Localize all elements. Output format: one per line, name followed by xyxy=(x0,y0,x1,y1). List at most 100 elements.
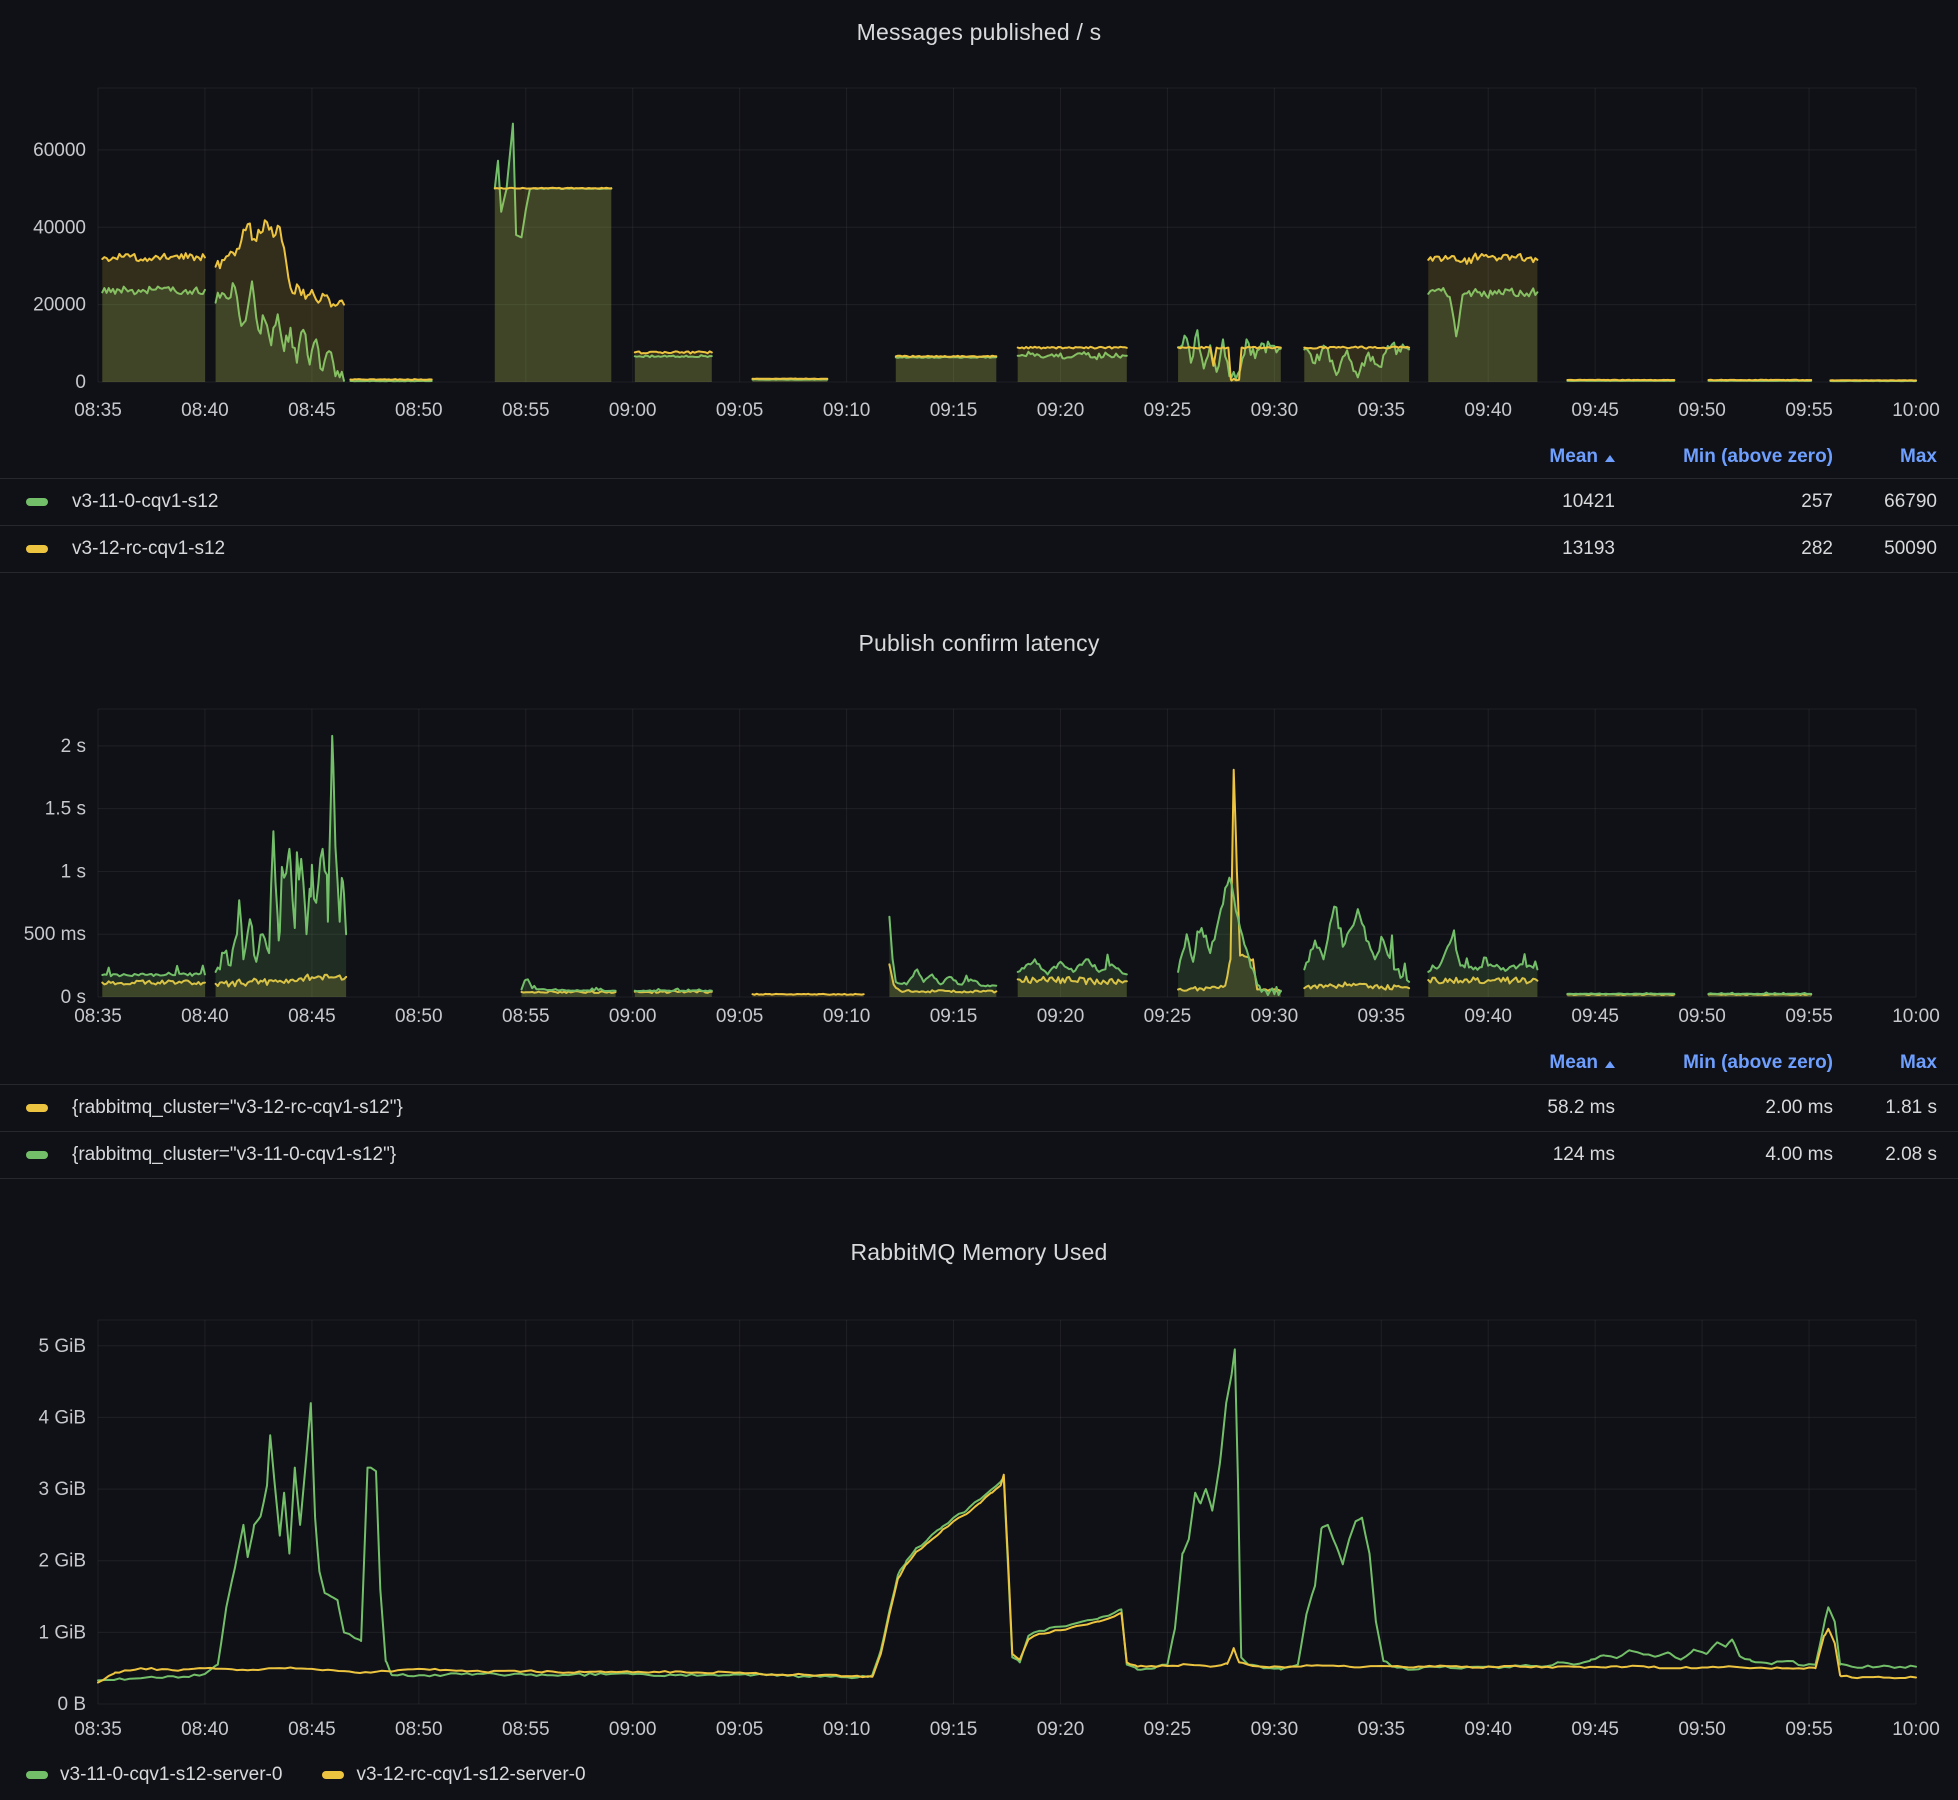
x-tick-label: 09:20 xyxy=(1037,1719,1085,1740)
y-tick-label: 0 s xyxy=(61,987,86,1008)
series-line xyxy=(633,987,713,993)
x-tick-label: 08:40 xyxy=(181,400,229,421)
series-area xyxy=(215,220,344,382)
x-tick-label: 08:35 xyxy=(74,400,122,421)
panel-1: Publish confirm latency 08:35 08:40 08:45 08… xyxy=(0,611,1958,1179)
y-tick-label: 0 xyxy=(75,372,86,393)
series-line xyxy=(97,1473,1917,1684)
series-line xyxy=(1427,287,1539,338)
sort-caret-up-icon xyxy=(1605,455,1615,462)
series-area xyxy=(1428,288,1538,382)
x-tick-label: 08:35 xyxy=(74,1006,122,1027)
x-tick-label: 08:45 xyxy=(288,1719,336,1740)
sort-header-mean[interactable]: Mean xyxy=(1455,446,1615,468)
legend-series-name: v3-11-0-cqv1-s12-server-0 xyxy=(60,1764,283,1785)
series-color-swatch xyxy=(26,1104,48,1112)
legend-item[interactable]: v3-11-0-cqv1-s12-server-0 xyxy=(26,1764,282,1786)
x-tick-label: 09:05 xyxy=(716,1719,764,1740)
time-series-plot[interactable]: 08:35 08:40 08:45 08:50 08:55 09:00 09:05 09:10… xyxy=(0,64,1958,436)
y-tick-label: 20000 xyxy=(33,295,86,316)
legend-list: v3-11-0-cqv1-s12-server-0 v3-12-rc-cqv1-s… xyxy=(0,1754,1958,1796)
series-line xyxy=(1427,929,1539,973)
x-tick-label: 08:45 xyxy=(288,1006,336,1027)
series-line xyxy=(1303,981,1411,991)
legend-row-label-cell: {rabbitmq_cluster="v3-11-0-cqv1-s12"} xyxy=(0,1144,1455,1166)
sort-header-max[interactable]: Max xyxy=(1833,446,1937,468)
x-tick-label: 09:30 xyxy=(1251,1006,1299,1027)
series-color-swatch xyxy=(26,545,48,553)
x-tick-label: 09:35 xyxy=(1358,1006,1406,1027)
y-tick-label: 5 GiB xyxy=(38,1336,86,1357)
series-line xyxy=(1016,953,1128,976)
legend-series-name: v3-11-0-cqv1-s12 xyxy=(72,491,219,512)
series-area xyxy=(1304,906,1410,997)
y-tick-label: 4 GiB xyxy=(38,1407,86,1428)
series-line xyxy=(214,280,345,382)
legend-stat-value: 282 xyxy=(1801,538,1833,559)
x-tick-label: 08:50 xyxy=(395,1006,443,1027)
legend-row[interactable]: {rabbitmq_cluster="v3-11-0-cqv1-s12"} 124… xyxy=(0,1131,1958,1179)
series-line xyxy=(520,978,617,992)
series-line xyxy=(1016,345,1128,350)
x-tick-label: 10:00 xyxy=(1892,1719,1940,1740)
x-tick-label: 09:35 xyxy=(1358,1719,1406,1740)
legend-row[interactable]: v3-12-rc-cqv1-s12 13193 282 50090 xyxy=(0,525,1958,573)
panel-title[interactable]: Publish confirm latency xyxy=(858,629,1100,656)
sort-header-label: Mean xyxy=(1549,446,1598,467)
time-series-plot[interactable]: 08:35 08:40 08:45 08:50 08:55 09:00 09:05 09:10… xyxy=(0,1284,1958,1754)
series-area xyxy=(1304,342,1410,382)
sort-header-mean[interactable]: Mean xyxy=(1455,1052,1615,1074)
x-tick-label: 08:45 xyxy=(288,400,336,421)
sort-header-min-above-zero-[interactable]: Min (above zero) xyxy=(1615,1052,1833,1074)
panel-0: Messages published / s 08:35 08:40 08:45 08:… xyxy=(0,0,1958,573)
x-tick-label: 08:50 xyxy=(395,1719,443,1740)
sort-header-label: Min (above zero) xyxy=(1683,446,1833,467)
x-tick-label: 09:05 xyxy=(716,1006,764,1027)
series-color-swatch xyxy=(26,1151,48,1159)
series-line xyxy=(1303,341,1411,379)
sort-header-label: Min (above zero) xyxy=(1683,1052,1833,1073)
x-tick-label: 09:15 xyxy=(930,1006,978,1027)
series-line xyxy=(214,734,348,973)
series-area xyxy=(634,990,712,997)
x-tick-label: 10:00 xyxy=(1892,400,1940,421)
series-line xyxy=(1427,976,1539,985)
series-area xyxy=(215,974,347,997)
legend-series-name: {rabbitmq_cluster="v3-11-0-cqv1-s12"} xyxy=(72,1144,397,1165)
series-area xyxy=(102,286,205,382)
x-tick-label: 08:40 xyxy=(181,1719,229,1740)
series-color-swatch xyxy=(26,498,48,506)
series-line xyxy=(349,378,433,381)
legend-row[interactable]: v3-11-0-cqv1-s12 10421 257 66790 xyxy=(0,478,1958,525)
series-line xyxy=(894,354,998,358)
sort-header-max[interactable]: Max xyxy=(1833,1052,1937,1074)
legend-stat-value: 66790 xyxy=(1884,491,1937,512)
x-tick-label: 09:25 xyxy=(1144,1006,1192,1027)
x-tick-label: 08:55 xyxy=(502,1006,550,1027)
legend-item[interactable]: v3-12-rc-cqv1-s12-server-0 xyxy=(322,1764,586,1786)
panel-title[interactable]: RabbitMQ Memory Used xyxy=(850,1238,1108,1265)
x-tick-label: 09:30 xyxy=(1251,400,1299,421)
legend-row[interactable]: {rabbitmq_cluster="v3-12-rc-cqv1-s12"} 58… xyxy=(0,1084,1958,1131)
legend-row-label-cell: v3-11-0-cqv1-s12 xyxy=(0,491,1455,513)
y-tick-label: 1 GiB xyxy=(38,1622,86,1643)
x-tick-label: 09:50 xyxy=(1678,1006,1726,1027)
series-area xyxy=(1304,346,1410,382)
x-tick-label: 09:40 xyxy=(1464,1719,1512,1740)
series-line xyxy=(751,992,865,996)
series-line xyxy=(214,219,345,308)
series-line xyxy=(101,285,206,296)
sort-caret-up-icon xyxy=(1605,1061,1615,1068)
legend-stat-value: 124 ms xyxy=(1552,1144,1615,1165)
x-tick-label: 08:50 xyxy=(395,400,443,421)
series-line xyxy=(751,377,829,380)
time-series-plot[interactable]: 08:35 08:40 08:45 08:50 08:55 09:00 09:05 09:10… xyxy=(0,675,1958,1042)
x-tick-label: 09:40 xyxy=(1464,1006,1512,1027)
series-line xyxy=(633,354,713,359)
sort-header-min-above-zero-[interactable]: Min (above zero) xyxy=(1615,446,1833,468)
y-tick-label: 2 s xyxy=(61,736,86,757)
panel-title[interactable]: Messages published / s xyxy=(856,18,1102,45)
x-tick-label: 09:45 xyxy=(1571,1719,1619,1740)
series-area xyxy=(1017,954,1127,997)
